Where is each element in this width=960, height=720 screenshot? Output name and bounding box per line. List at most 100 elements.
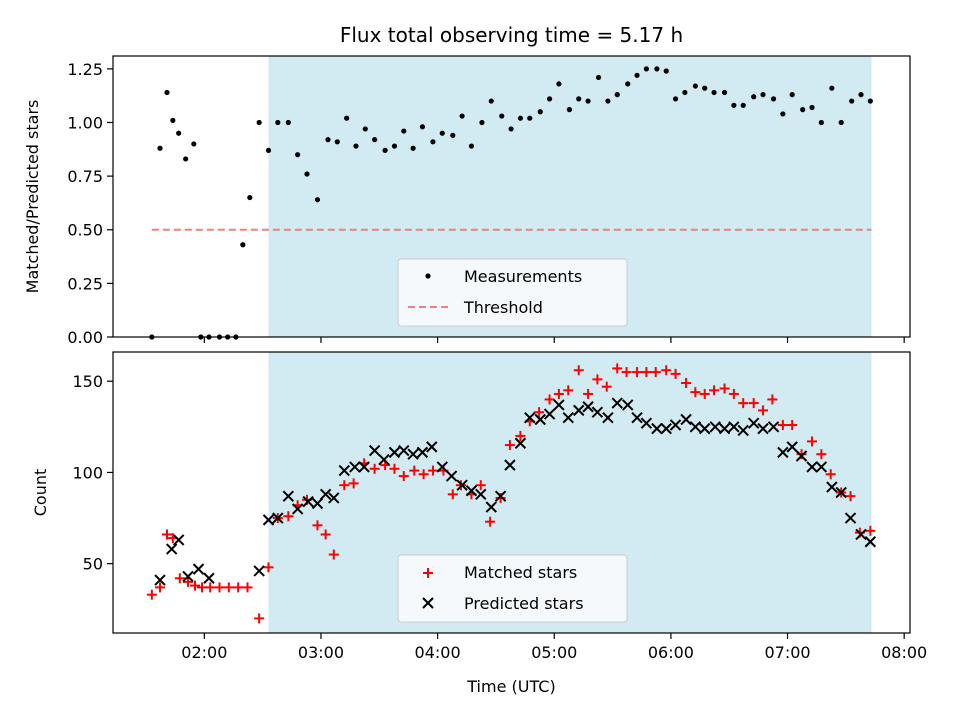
bottom-legend: Matched stars Predicted stars	[397, 554, 628, 623]
y-tick-label: 0.75	[67, 167, 103, 186]
measurement-point	[353, 143, 359, 149]
measurement-point	[818, 119, 824, 126]
matched-star-point	[563, 385, 574, 396]
measurement-point	[858, 92, 864, 98]
legend-measurements-label: Measurements	[464, 267, 582, 286]
measurement-point	[304, 171, 310, 177]
matched-star-point	[661, 365, 672, 376]
legend-matched-marker	[423, 568, 433, 578]
predicted-star-point	[426, 441, 438, 453]
matched-star-point	[632, 367, 643, 378]
predicted-star-point	[436, 461, 448, 473]
x-tick-label: 02:00	[181, 643, 227, 662]
predicted-star-point	[494, 490, 507, 502]
predicted-star-point	[192, 563, 205, 575]
measurement-point	[430, 139, 436, 145]
measurement-points	[149, 66, 873, 340]
matched-star-point	[544, 394, 555, 405]
matched-star-point	[189, 580, 200, 591]
measurement-point	[614, 92, 620, 98]
predicted-star-point	[747, 417, 760, 429]
predicted-star-point	[319, 488, 332, 501]
predicted-star-point	[349, 461, 361, 473]
matched-star-point	[155, 582, 166, 593]
measurement-point	[325, 137, 331, 143]
predicted-star-point	[282, 490, 295, 502]
predicted-star-point	[855, 528, 867, 541]
bottom-axis-ticks: 50 100 150 02:00 03:00 04:00 05:00 06:00 07:00 08…	[72, 372, 927, 662]
matched-star-point	[182, 576, 193, 587]
measurement-point	[256, 119, 262, 126]
predicted-star-point	[591, 406, 604, 418]
matched-star-point	[320, 529, 331, 540]
chart-title: Flux total observing time = 5.17 h	[340, 23, 683, 47]
predicted-star-point	[291, 503, 304, 515]
matched-star-point	[254, 613, 265, 624]
matched-star-point	[263, 562, 274, 573]
measurement-point	[800, 107, 806, 113]
predicted-star-point	[272, 512, 284, 524]
predicted-star-point	[182, 570, 194, 583]
matched-star-point	[174, 573, 185, 584]
measurement-point	[546, 96, 553, 102]
predicted-star-point	[815, 461, 828, 473]
measurement-point	[672, 96, 679, 102]
predicted-star-point	[806, 461, 818, 473]
measurement-point	[576, 96, 582, 102]
measurement-point	[867, 98, 873, 104]
predicted-star-point	[795, 450, 808, 462]
measurement-point	[488, 98, 494, 104]
measurement-point	[682, 89, 688, 96]
predicted-star-point	[826, 481, 838, 493]
matched-star-point	[845, 491, 856, 502]
measurement-point	[459, 113, 465, 119]
predicted-star-point	[709, 421, 721, 433]
predicted-star-point	[737, 424, 749, 437]
predicted-star-point	[611, 397, 623, 409]
predicted-star-point	[718, 422, 731, 435]
measurement-point	[566, 107, 573, 113]
matched-star-point	[427, 465, 438, 476]
top-axis-ticks: 0.00 0.25 0.50 0.75 1.00 1.25	[67, 60, 905, 347]
matched-star-point	[767, 394, 778, 405]
predicted-star-point	[699, 422, 711, 435]
measurement-point	[372, 137, 378, 143]
measurement-point	[275, 119, 281, 126]
matched-star-point	[534, 407, 545, 418]
top-axes-frame	[112, 55, 911, 338]
predicted-star-point	[757, 422, 769, 435]
bottom-y-axis-label: Count	[31, 469, 50, 517]
matched-star-point	[475, 480, 486, 491]
matched-star-point	[796, 449, 807, 460]
matched-star-point	[162, 529, 173, 540]
measurement-point	[191, 141, 197, 147]
matched-star-point	[553, 388, 564, 399]
predicted-star-point	[728, 421, 740, 433]
legend-threshold-label: Threshold	[463, 298, 543, 317]
predicted-star-point	[398, 444, 410, 457]
measurement-point	[265, 147, 272, 153]
predicted-star-point	[302, 495, 314, 508]
y-tick-label: 1.00	[67, 113, 103, 132]
x-tick-label: 08:00	[881, 643, 927, 662]
measurement-point	[654, 66, 660, 72]
matched-star-point	[348, 478, 359, 489]
matched-star-point	[283, 511, 294, 522]
measurement-point	[585, 98, 591, 104]
top-y-axis-label: Matched/Predicted stars	[23, 100, 42, 294]
predicted-star-point	[660, 422, 672, 435]
measurement-point	[468, 143, 475, 149]
x-tick-label: 07:00	[764, 643, 810, 662]
predicted-star-point	[311, 497, 324, 510]
measurement-point	[314, 197, 321, 203]
matched-star-point	[242, 582, 253, 593]
x-tick-label: 04:00	[415, 643, 461, 662]
measurement-point	[362, 126, 368, 132]
predicted-star-point	[407, 448, 419, 460]
measurement-point	[643, 66, 649, 72]
measurement-point	[721, 89, 728, 96]
matched-star-point	[418, 469, 429, 480]
measurement-point	[537, 109, 543, 115]
predicted-star-point	[602, 411, 614, 424]
predicted-star-point	[253, 565, 265, 577]
